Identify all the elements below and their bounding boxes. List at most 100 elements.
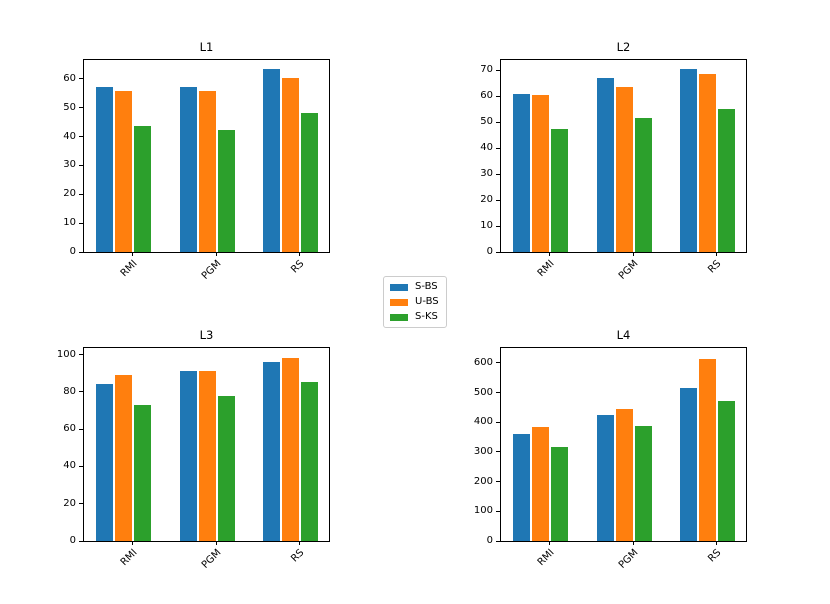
y-tick-mark [496, 199, 500, 201]
bar-s-ks-rs [300, 113, 318, 252]
bar-s-ks-rmi [550, 446, 568, 541]
y-tick-label: 600 [473, 356, 493, 368]
y-tick-mark [79, 193, 83, 195]
y-tick-label: 100 [473, 505, 493, 517]
y-tick-mark [496, 225, 500, 227]
bar-u-bs-rs [281, 358, 299, 541]
bar-u-bs-pgm [615, 408, 633, 541]
x-tick-mark [633, 541, 635, 545]
y-tick-label: 60 [63, 72, 76, 84]
x-tick-mark [132, 252, 133, 256]
y-tick-label: 300 [473, 445, 493, 457]
bar-s-ks-pgm [217, 130, 235, 252]
x-tick-mark [549, 252, 550, 256]
bar-s-bs-rmi [512, 93, 530, 252]
x-tick-mark [549, 541, 550, 545]
y-tick-mark [496, 481, 500, 483]
y-tick-mark [79, 465, 83, 467]
y-tick-mark [496, 540, 500, 542]
x-tick-label: PGM [616, 547, 641, 571]
y-tick-mark [496, 251, 500, 253]
bar-s-bs-rmi [512, 433, 530, 541]
bar-s-ks-pgm [634, 426, 652, 541]
subplot-l2: L2 0 10 20 30 40 50 60 70 RMI PGM RS [480, 41, 747, 282]
y-tick-label: 0 [69, 535, 76, 546]
legend-label: S-BS [415, 281, 438, 292]
y-tick-mark [496, 147, 500, 149]
bar-s-bs-pgm [179, 370, 197, 541]
legend-label: S-KS [415, 311, 438, 322]
y-tick-label: 0 [69, 246, 76, 257]
y-tick-label: 40 [63, 460, 76, 472]
y-tick-mark [496, 392, 500, 394]
y-tick-mark [79, 540, 83, 542]
y-tick-mark [79, 164, 83, 166]
y-tick-label: 30 [480, 168, 493, 180]
x-tick-mark [132, 541, 133, 545]
y-tick-label: 100 [56, 348, 76, 360]
bar-u-bs-rmi [531, 95, 549, 252]
x-tick-label: RMI [535, 547, 557, 569]
y-tick-label: 200 [473, 475, 493, 487]
y-tick-label: 10 [480, 220, 493, 232]
x-tick-label: RS [706, 258, 724, 276]
bar-s-bs-rmi [95, 383, 113, 541]
y-tick-label: 400 [473, 416, 493, 428]
y-tick-mark [496, 510, 500, 512]
x-tick-label: RS [706, 547, 724, 565]
legend-swatch-s-ks [390, 313, 408, 321]
y-tick-mark [79, 136, 83, 137]
x-tick-label: PGM [199, 258, 224, 282]
y-tick-mark [79, 251, 83, 253]
y-tick-mark [496, 173, 500, 175]
y-tick-label: 10 [63, 217, 76, 229]
bar-s-ks-rs [300, 381, 318, 541]
y-tick-label: 0 [486, 246, 493, 257]
bar-s-bs-pgm [179, 86, 197, 252]
bar-s-ks-rmi [550, 129, 568, 252]
y-tick-label: 60 [63, 423, 76, 435]
y-tick-mark [79, 78, 83, 80]
chart-title-l3: L3 [199, 328, 214, 342]
chart-title-l1: L1 [199, 40, 214, 54]
y-tick-mark [496, 69, 500, 71]
x-tick-label: RMI [118, 547, 140, 569]
axes-l4: 0 100 200 300 400 500 600 RMI PGM RS [474, 347, 747, 571]
bar-u-bs-pgm [615, 86, 633, 252]
legend-label: U-BS [415, 296, 439, 307]
y-tick-label: 20 [480, 194, 493, 206]
bar-u-bs-rs [698, 74, 716, 252]
x-tick-mark [716, 252, 718, 256]
y-tick-mark [79, 428, 83, 430]
y-tick-mark [79, 354, 83, 356]
y-tick-label: 500 [473, 386, 493, 398]
bar-u-bs-rmi [114, 91, 132, 252]
legend-item: S-KS [390, 312, 446, 322]
axes-l1: 0 10 20 30 40 50 60 RMI PGM RS [63, 59, 330, 282]
bar-u-bs-rmi [114, 374, 132, 541]
y-tick-mark [496, 451, 500, 453]
x-tick-mark [299, 252, 301, 256]
y-tick-label: 70 [480, 64, 493, 76]
bar-u-bs-pgm [198, 370, 216, 541]
legend-swatch-s-bs [390, 283, 408, 291]
y-tick-mark [496, 95, 500, 97]
x-tick-mark [633, 252, 635, 256]
y-tick-label: 20 [63, 188, 76, 200]
legend: S-BS U-BS S-KS [383, 276, 447, 328]
y-tick-mark [79, 391, 83, 393]
y-tick-label: 0 [486, 535, 493, 546]
bar-s-ks-rmi [133, 405, 151, 541]
bar-s-bs-pgm [596, 77, 614, 252]
y-tick-label: 30 [63, 159, 76, 171]
x-tick-label: RMI [118, 258, 140, 280]
x-tick-label: PGM [199, 547, 224, 571]
bar-u-bs-rmi [531, 426, 549, 541]
x-tick-label: PGM [616, 258, 641, 282]
x-tick-mark [216, 252, 218, 256]
bar-u-bs-rs [698, 359, 716, 541]
y-tick-mark [496, 121, 500, 123]
legend-item: U-BS [390, 297, 446, 307]
bar-u-bs-rs [281, 77, 299, 252]
